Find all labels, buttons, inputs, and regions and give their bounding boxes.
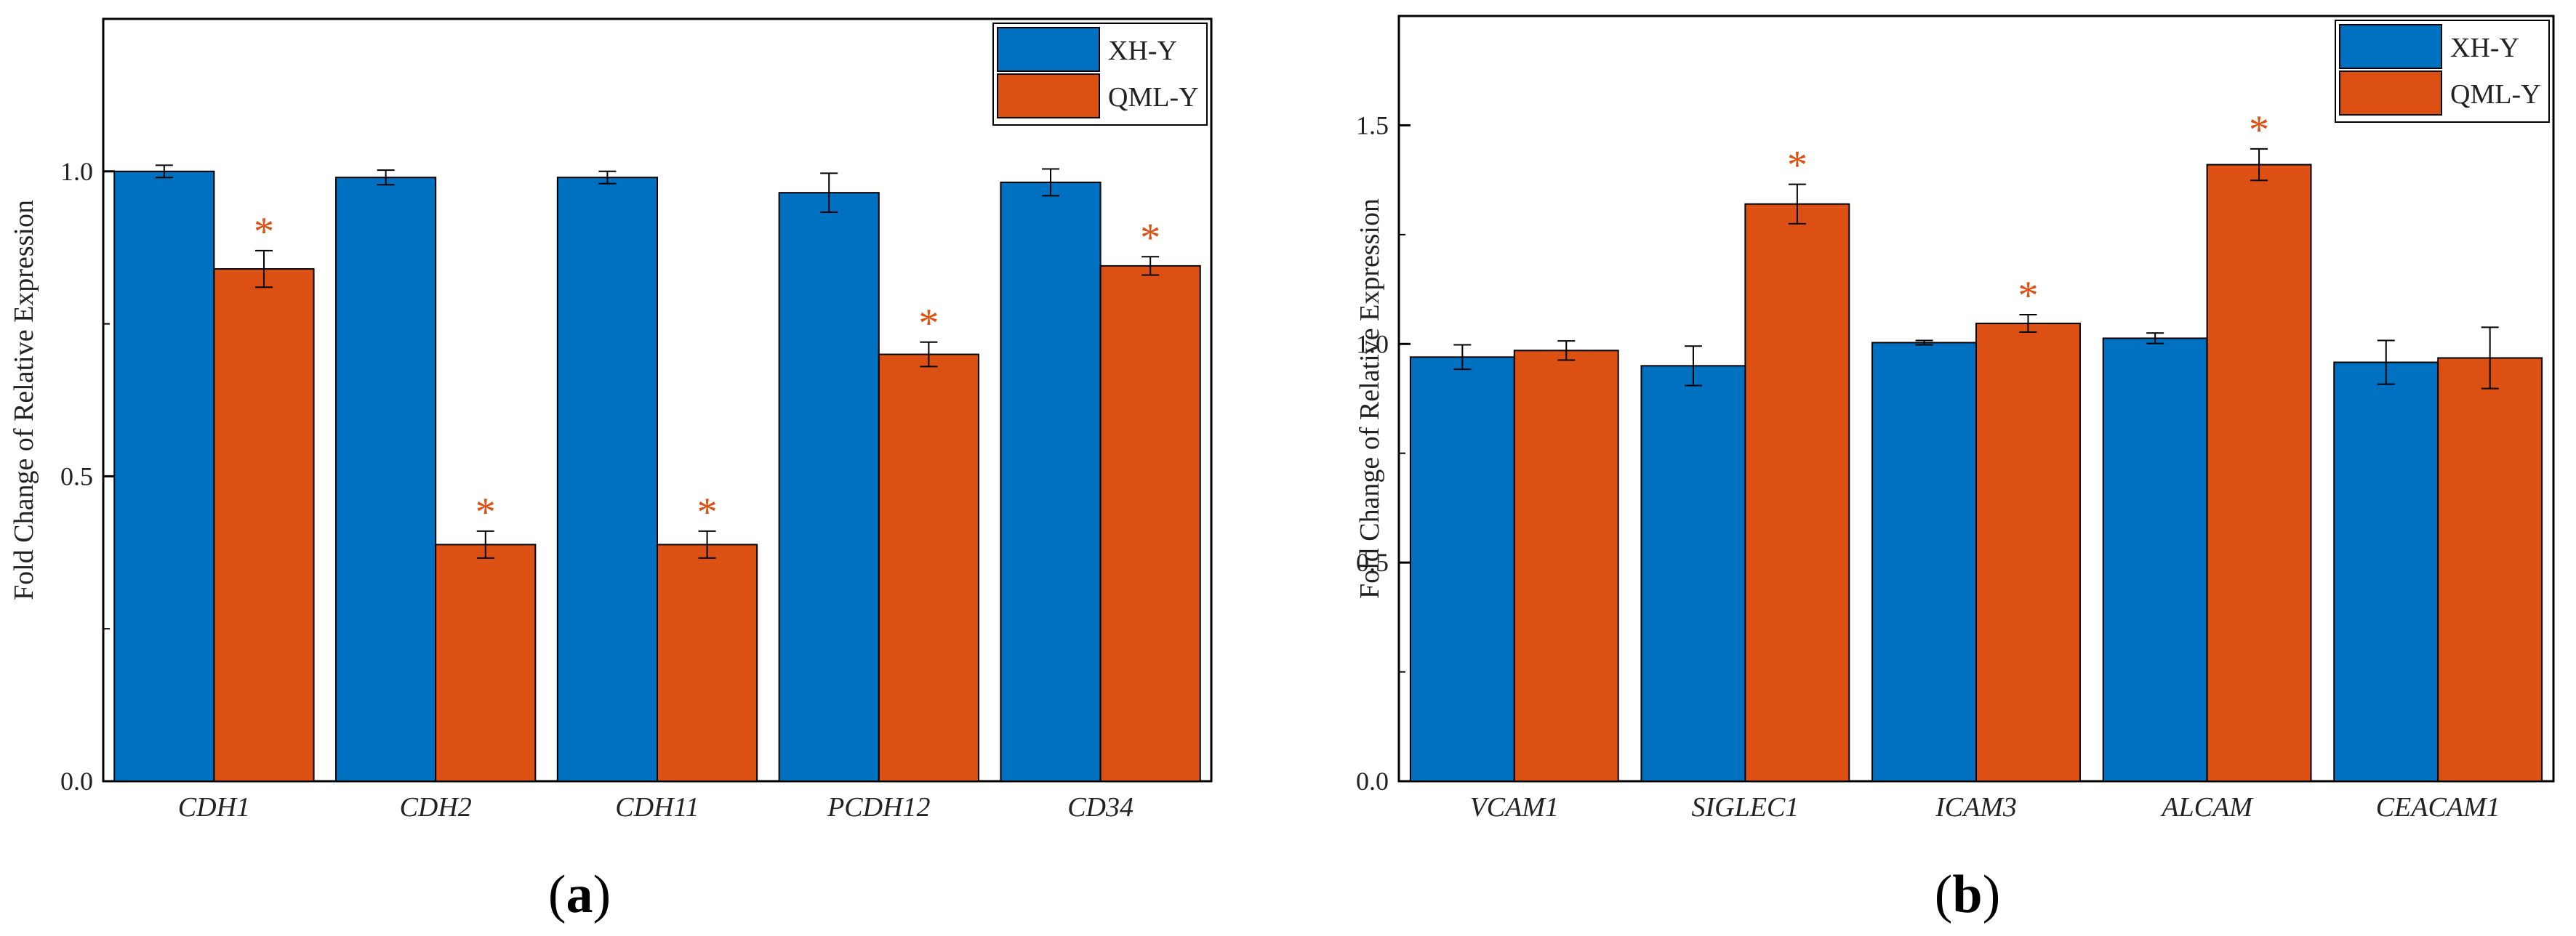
bar-xh-y-cdh11 [556,177,659,782]
y-tick-label: 1.5 [1356,110,1389,140]
x-tick-label: ICAM3 [1935,792,2017,823]
significance-star: * [254,209,274,254]
legend-swatch-qml-y [997,73,1100,118]
legend-swatch-xh-y [997,27,1100,72]
bar-xh-y-vcam1 [1409,356,1515,782]
bar-xh-y-cd34 [1000,181,1102,783]
legend: XH-Y QML-Y [992,23,1208,126]
x-tick-label: ALCAM [2159,792,2254,823]
bar-qml-y-cdh1 [213,268,315,782]
bar-qml-y-alcam [2206,164,2312,782]
bar-xh-y-icam3 [1871,342,1978,782]
legend-swatch-qml-y [2339,70,2442,116]
y-tick-label: 0.0 [60,767,93,796]
y-axis-title: Fold Change of Relative Expression [9,200,39,600]
significance-star: * [2018,273,2038,318]
bar-xh-y-cdh2 [335,177,437,782]
y-axis-title: Fold Change of Relative Expression [1355,198,1385,599]
panel-letter: (a) [548,865,611,924]
bar-xh-y-siglec1 [1640,365,1746,783]
significance-star: * [1787,143,1807,188]
x-tick-label: VCAM1 [1470,792,1559,823]
x-tick-label: CDH11 [615,792,699,823]
significance-star: * [2249,108,2269,153]
bar-qml-y-siglec1 [1744,203,1850,783]
y-tick-label: 1.0 [60,157,93,186]
significance-star: * [697,490,718,535]
bar-xh-y-cdh1 [113,170,215,783]
panel-letter: (b) [1935,865,2000,924]
significance-star: * [918,301,939,346]
legend-label: QML-Y [1108,82,1199,113]
legend: XH-Y QML-Y [2335,20,2550,123]
x-tick-label: CDH2 [400,792,472,823]
chart-panel-b: 0.0 0.5 1.0 1.5 Fold Change of Relative Expr… [1355,15,2555,924]
bar-qml-y-cd34 [1099,265,1201,783]
bar-qml-y-ceacam1 [2437,357,2543,782]
bar-xh-y-ceacam1 [2333,361,2439,782]
bar-qml-y-vcam1 [1513,350,1619,783]
x-tick-label: CD34 [1067,792,1133,823]
x-tick-label: PCDH12 [827,792,930,823]
y-tick-label: 0.0 [1356,767,1389,796]
bar-qml-y-cdh11 [657,544,758,782]
x-tick-label: CEACAM1 [2376,792,2500,823]
bar-xh-y-pcdh12 [778,192,880,782]
significance-star: * [1140,215,1160,260]
bar-qml-y-icam3 [1975,323,2081,783]
chart-panel-a: 0.0 0.5 1.0 Fold Change of Relative Express… [9,17,1213,924]
x-tick-label: SIGLEC1 [1692,792,1799,823]
bar-qml-y-pcdh12 [878,353,979,782]
y-tick-label: 1.0 [1356,329,1389,358]
legend-swatch-xh-y [2339,24,2442,69]
legend-label: XH-Y [2450,33,2519,63]
y-tick-label: 0.5 [1356,548,1389,577]
bar-qml-y-cdh2 [435,544,537,782]
significance-star: * [476,490,496,535]
legend-label: QML-Y [2450,79,2541,110]
legend-label: XH-Y [1108,36,1177,66]
bar-xh-y-alcam [2102,337,2208,782]
x-tick-label: CDH1 [178,792,250,823]
y-tick-label: 0.5 [60,461,93,491]
